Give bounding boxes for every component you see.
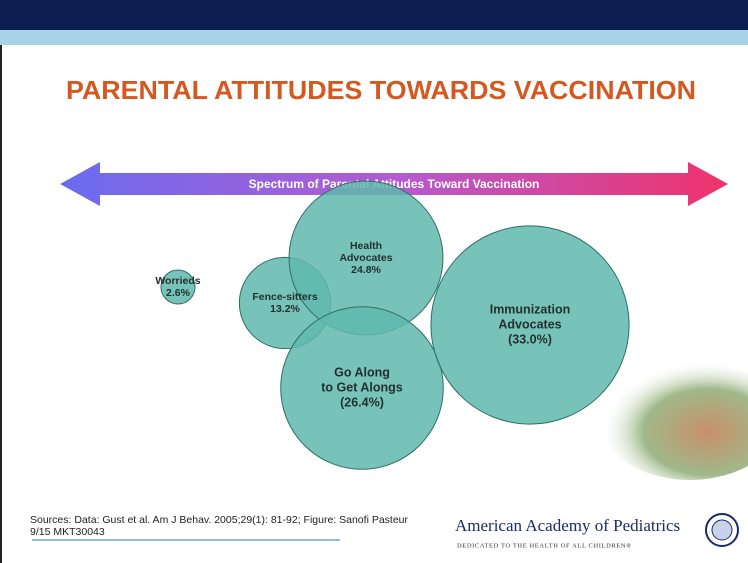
bubble-value-label: 24.8% bbox=[351, 264, 381, 276]
logo-seal-inner bbox=[712, 520, 732, 540]
bubble-label: Go Along bbox=[334, 365, 390, 379]
bubble-value-label: 13.2% bbox=[270, 303, 300, 315]
header-bar bbox=[0, 0, 748, 30]
bubble-label: Advocates bbox=[339, 252, 392, 264]
bubble-label: Fence-sitters bbox=[252, 291, 318, 303]
bubble-value-label: (26.4%) bbox=[340, 395, 384, 409]
bubble-label: Advocates bbox=[498, 317, 561, 331]
bubble-value-label: (33.0%) bbox=[508, 332, 552, 346]
bubble-value-label: 2.6% bbox=[166, 287, 191, 299]
bubble-label: Worrieds bbox=[155, 275, 200, 287]
bubble-label: Health bbox=[350, 240, 382, 252]
bubble-label: to Get Alongs bbox=[321, 380, 403, 394]
source-box: Sources: Data: Gust et al. Am J Behav. 2… bbox=[30, 514, 410, 544]
logo-tagline: DEDICATED TO THE HEALTH OF ALL CHILDREN® bbox=[457, 542, 632, 549]
bubble-label: Immunization bbox=[490, 302, 571, 316]
source-text: Sources: Data: Gust et al. Am J Behav. 2… bbox=[30, 514, 410, 538]
slide-title: PARENTAL ATTITUDES TOWARDS VACCINATION bbox=[66, 75, 696, 105]
slide: PARENTAL ATTITUDES TOWARDS VACCINATION S… bbox=[0, 0, 748, 563]
logo-name: American Academy of Pediatrics bbox=[455, 516, 680, 535]
header-strip bbox=[0, 30, 748, 45]
